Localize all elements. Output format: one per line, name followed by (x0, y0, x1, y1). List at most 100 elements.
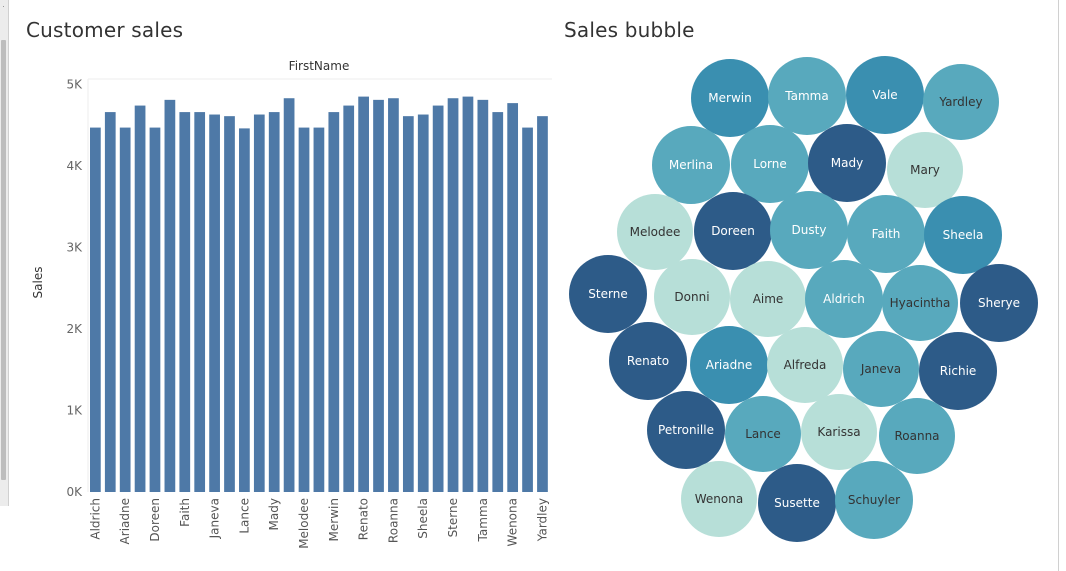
bubble-melodee[interactable] (617, 194, 693, 270)
bubble-label-richie: Richie (940, 364, 977, 378)
bubble-renato[interactable] (609, 322, 687, 400)
y-tick-label: 4K (66, 159, 83, 173)
bar-merlina[interactable] (343, 105, 355, 492)
dashboard-right-edge (1058, 0, 1066, 571)
bubble-mary[interactable] (887, 132, 963, 208)
bubble-label-aldrich: Aldrich (823, 292, 865, 306)
customer-sales-title: Customer sales (26, 18, 184, 42)
bubble-petronille[interactable] (647, 391, 725, 469)
bubble-wenona[interactable] (681, 461, 757, 537)
bar-melodee[interactable] (298, 127, 310, 492)
bubble-label-aime: Aime (753, 292, 784, 306)
bar-aldrich[interactable] (90, 127, 101, 492)
bar-yardley[interactable] (537, 116, 548, 492)
bubble-lorne[interactable] (731, 125, 809, 203)
bubble-yardley[interactable] (923, 64, 999, 140)
x-tick-label: Ariadne (118, 498, 132, 544)
dashboard-left-scrollbar[interactable]: · (0, 0, 9, 506)
bubble-donni[interactable] (654, 259, 730, 335)
bubble-tamma[interactable] (768, 57, 846, 135)
bubble-label-vale: Vale (872, 88, 897, 102)
bubble-label-karissa: Karissa (817, 425, 860, 439)
bubble-label-melodee: Melodee (630, 225, 681, 239)
bar-wenona[interactable] (507, 103, 519, 493)
bubble-label-roanna: Roanna (894, 429, 939, 443)
scroll-arrow-icon[interactable]: · (2, 1, 5, 11)
x-tick-label: Aldrich (88, 498, 102, 540)
bubble-richie[interactable] (919, 332, 997, 410)
bar-susette[interactable] (492, 112, 504, 492)
bubble-sherye[interactable] (960, 264, 1038, 342)
bar-faith[interactable] (179, 112, 191, 492)
x-tick-label: Renato (357, 498, 371, 540)
bar-doreen[interactable] (149, 127, 161, 492)
bubble-vale[interactable] (846, 56, 924, 134)
bar-ariadne[interactable] (119, 127, 131, 492)
bubble-ariadne[interactable] (690, 326, 768, 404)
bubble-alfreda[interactable] (767, 327, 843, 403)
bar-dusty[interactable] (194, 112, 206, 492)
bar-vale[interactable] (522, 127, 533, 492)
bar-petronille[interactable] (373, 99, 384, 493)
bubble-label-merlina: Merlina (669, 158, 713, 172)
bubble-schuyler[interactable] (835, 461, 913, 539)
bar-sherye[interactable] (462, 96, 474, 492)
bar-lorne[interactable] (283, 98, 295, 492)
bubble-merwin[interactable] (691, 59, 769, 137)
bubble-sheela[interactable] (924, 196, 1002, 274)
bubble-label-donni: Donni (674, 290, 709, 304)
bubble-janeva[interactable] (843, 331, 919, 407)
x-column-header: FirstName (289, 59, 350, 73)
bubble-susette[interactable] (758, 464, 836, 542)
scrollbar-thumb[interactable] (1, 40, 6, 480)
bubble-karissa[interactable] (801, 394, 877, 470)
bar-alfreda[interactable] (134, 105, 146, 492)
bubble-aldrich[interactable] (805, 260, 883, 338)
bar-mary[interactable] (313, 127, 325, 492)
y-tick-label: 3K (66, 240, 83, 254)
bubble-label-sterne: Sterne (588, 287, 627, 301)
bubble-merlina[interactable] (652, 126, 730, 204)
bar-roanna[interactable] (388, 98, 399, 492)
bar-renato[interactable] (358, 96, 369, 492)
bubble-faith[interactable] (847, 195, 925, 273)
x-tick-label: Mady (267, 498, 281, 530)
bar-sterne[interactable] (447, 98, 459, 492)
y-axis-title: Sales (31, 267, 45, 299)
bubble-dusty[interactable] (770, 191, 848, 269)
bar-aime[interactable] (104, 112, 116, 492)
bubble-doreen[interactable] (694, 192, 772, 270)
bubble-label-renato: Renato (627, 354, 669, 368)
bubble-lance[interactable] (725, 396, 801, 472)
bubble-label-ariadne: Ariadne (706, 358, 752, 372)
bubble-label-lance: Lance (745, 427, 781, 441)
bubble-sterne[interactable] (569, 255, 647, 333)
bubble-roanna[interactable] (879, 398, 955, 474)
bubble-label-hyacintha: Hyacintha (890, 296, 951, 310)
bar-janeva[interactable] (209, 114, 220, 492)
sales-bubble-title: Sales bubble (564, 18, 695, 42)
bar-lance[interactable] (239, 128, 250, 492)
x-tick-label: Roanna (386, 498, 400, 543)
x-tick-label: Doreen (148, 498, 162, 542)
bar-hyacintha[interactable] (224, 116, 235, 492)
customer-sales-bar-chart: FirstName Sales 0K 1K 2K 3K 4K 5K Aldrich Ariadne… (31, 59, 552, 549)
bar-richie[interactable] (402, 116, 414, 492)
bubble-label-petronille: Petronille (658, 423, 714, 437)
bar-sheela[interactable] (417, 114, 429, 492)
x-tick-label: Faith (178, 498, 192, 527)
bubble-mady[interactable] (808, 124, 886, 202)
x-tick-label: Janeva (208, 498, 222, 539)
bar-donni[interactable] (164, 99, 176, 493)
bar-merwin[interactable] (328, 112, 340, 492)
bubble-label-alfreda: Alfreda (784, 358, 827, 372)
bubble-hyacintha[interactable] (882, 265, 958, 341)
bar-schuyler[interactable] (432, 105, 444, 492)
bar-mady[interactable] (268, 112, 280, 492)
x-tick-label: Lance (237, 498, 251, 534)
bar-tamma[interactable] (477, 99, 489, 493)
bubble-label-schuyler: Schuyler (848, 493, 900, 507)
bubble-aime[interactable] (730, 261, 806, 337)
bar-karissa[interactable] (253, 114, 265, 492)
x-tick-label: Yardley (535, 498, 549, 542)
